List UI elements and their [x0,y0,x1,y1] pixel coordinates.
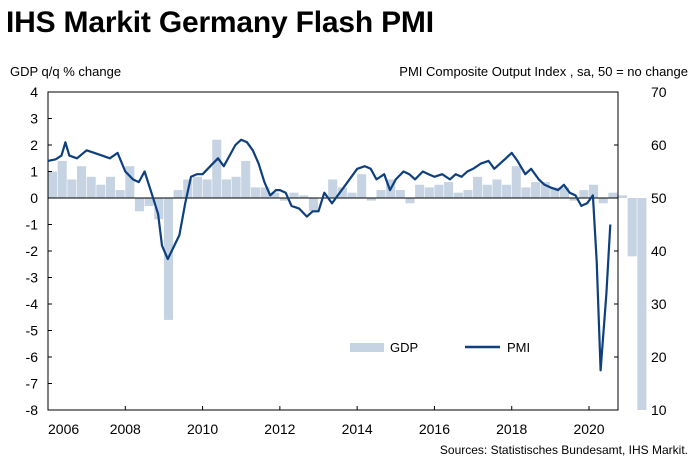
gdp-bar [105,176,116,198]
gdp-bar [308,198,318,212]
gdp-bar [415,184,425,198]
left-tick-label: -5 [26,323,39,339]
x-tick-label: 2010 [187,421,218,437]
gdp-bar [453,192,463,198]
left-axis-title: GDP q/q % change [10,64,122,79]
gdp-bar [337,187,347,198]
gdp-bar [48,171,58,198]
gdp-bar [67,179,77,198]
gdp-bar [328,179,338,198]
gdp-bar [463,190,473,198]
plot-frame [47,91,619,411]
left-tick-label: -7 [26,376,39,392]
legend-gdp-label: GDP [390,340,418,355]
gdp-bar [241,160,251,198]
gdp-bar [511,166,521,198]
gdp-bar [473,176,483,198]
x-tick-label: 2018 [496,421,527,437]
gdp-bar [502,184,512,198]
gdp-bar [76,166,87,198]
gdp-bar [96,184,106,198]
x-tick-label: 2020 [573,421,604,437]
right-tick-label: 40 [651,243,667,259]
gdp-bar [115,190,125,198]
left-tick-label: 0 [30,190,38,206]
gdp-bar [637,198,647,410]
left-tick-label: -6 [26,349,39,365]
gdp-bar [540,182,550,198]
gdp-bar [405,198,415,204]
gdp-bar [299,195,309,198]
right-tick-label: 60 [651,137,667,153]
x-tick-label: 2006 [48,421,79,437]
left-tick-label: -4 [26,296,39,312]
right-tick-label: 50 [651,190,667,206]
gdp-bar [482,184,492,198]
gdp-bar [357,174,367,198]
left-tick-label: 3 [30,111,38,127]
gdp-bar [560,187,570,198]
x-tick-label: 2012 [264,421,295,437]
gdp-bar [212,139,222,198]
gdp-bar [424,187,434,198]
right-tick-label: 10 [651,402,667,418]
gdp-bar [376,190,386,198]
gdp-bar [347,192,357,198]
left-tick-label: -8 [26,402,39,418]
left-tick-label: 2 [30,137,38,153]
right-tick-label: 20 [651,349,667,365]
gdp-bar [627,198,637,257]
x-tick-label: 2008 [110,421,141,437]
legend-gdp-swatch [350,343,384,352]
gdp-bar [589,184,599,198]
gdp-bar [434,184,444,198]
gdp-bar [531,182,541,198]
gdp-bar [289,192,299,198]
gdp-bar [569,198,579,201]
gdp-bar [608,192,618,198]
gdp-bar [134,198,145,212]
right-axis-title: PMI Composite Output Index , sa, 50 = no… [399,64,688,79]
right-tick-label: 30 [651,296,667,312]
gdp-bar [260,187,270,198]
left-tick-label: -2 [26,243,39,259]
gdp-bar [250,187,260,198]
x-tick-label: 2014 [342,421,373,437]
gdp-bar [144,198,154,206]
left-tick-label: -3 [26,270,39,286]
gdp-bar [279,198,289,201]
gdp-bar [202,179,212,198]
pmi-series-line [47,138,612,372]
gdp-bar [221,179,231,198]
left-tick-label: 4 [30,84,38,100]
gdp-bar [444,182,454,198]
gdp-bar [192,176,202,198]
legend-pmi-label: PMI [507,340,530,355]
left-tick-label: -1 [26,217,39,233]
gdp-bar [550,187,560,198]
gdp-bar [86,176,96,198]
gdp-bar [492,179,502,198]
gdp-bar [366,198,376,201]
gdp-bar [395,190,405,198]
gdp-bar [57,160,67,198]
gdp-bar [154,198,164,220]
gdp-bar [521,187,531,198]
gdp-bar [125,166,135,198]
gdp-bar [618,195,628,198]
gdp-bar [231,176,241,198]
gdp-bar [579,190,589,198]
gdp-bar [173,190,183,198]
source-note: Sources: Statistisches Bundesamt, IHS Ma… [440,443,688,457]
chart-title: IHS Markit Germany Flash PMI [6,6,434,39]
x-tick-label: 2016 [419,421,450,437]
gdp-bar [270,192,280,198]
right-tick-label: 70 [651,84,667,100]
gdp-bar [598,198,608,204]
left-tick-label: 1 [30,164,38,180]
